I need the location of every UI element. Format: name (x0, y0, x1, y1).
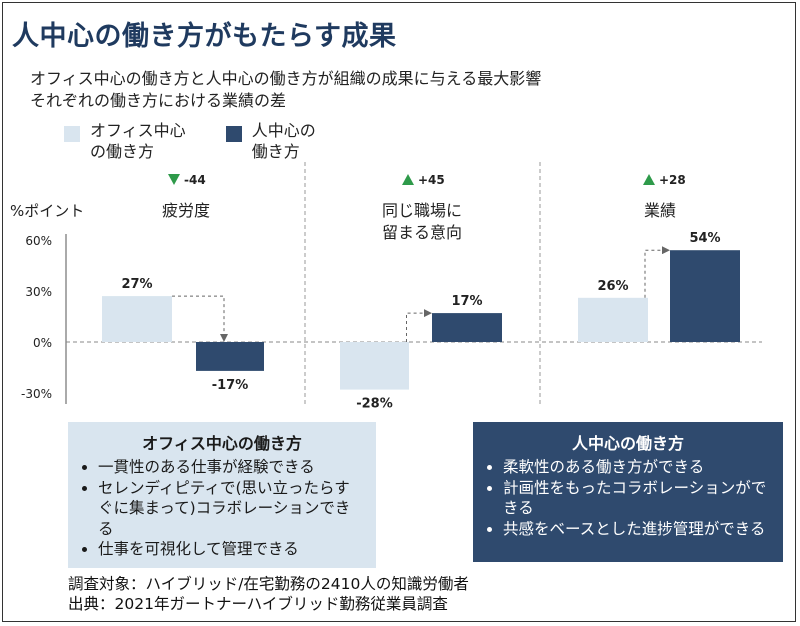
legend-label-human: 人中心の 働き方 (251, 121, 316, 161)
bar-value-label: 17% (451, 294, 482, 309)
bar-value-label: -28% (356, 397, 393, 412)
bar-human (196, 342, 264, 371)
bar-office (578, 297, 648, 342)
y-tick-label: 0% (33, 336, 52, 350)
human-work-box: 人中心の働き方 柔軟性のある働き方ができる 計画性をもったコラボレーションができ… (473, 422, 783, 562)
bar-human (432, 313, 502, 342)
category-label: 業績 (644, 201, 676, 220)
bar-office (340, 342, 409, 390)
delta-label: -44 (184, 173, 206, 187)
subtitle-line-2: それぞれの働き方における業績の差 (30, 91, 287, 110)
connector-arrow (172, 295, 228, 342)
bar-value-label: -17% (212, 378, 249, 393)
footer-notes: 調査対象：ハイブリッド/在宅勤務の2410人の知識労働者 出典：2021年ガート… (68, 574, 469, 614)
list-item: 一貫性のある仕事が経験できる (98, 457, 362, 478)
legend: オフィス中心 の働き方 人中心の 働き方 (64, 120, 316, 162)
category-label: 同じ職場に (382, 201, 462, 220)
delta-up-icon (643, 174, 655, 185)
legend-swatch-human (225, 126, 242, 142)
y-tick-label: 30% (25, 285, 52, 299)
delta-down-icon (168, 174, 180, 185)
bar-office (102, 296, 172, 342)
list-item: 仕事を可視化して管理できる (98, 539, 362, 560)
footer-survey-target: 調査対象：ハイブリッド/在宅勤務の2410人の知識労働者 (68, 575, 469, 593)
bar-human (670, 250, 740, 342)
delta-label: +28 (659, 173, 686, 187)
category-label: 疲労度 (162, 201, 210, 220)
connector-arrow (406, 309, 432, 342)
legend-item-human: 人中心の 働き方 (225, 120, 316, 162)
page-title: 人中心の働き方がもたらす成果 (12, 21, 397, 52)
list-item: 共感をベースとした進捗管理ができる (503, 519, 769, 540)
subtitle: オフィス中心の働き方と人中心の働き方が組織の成果に与える最大影響 それぞれの働き… (30, 68, 541, 112)
human-box-title: 人中心の働き方 (571, 434, 684, 453)
list-item: セレンディピティで(思い立ったらすぐに集まって)コラボレーションできる (98, 478, 362, 540)
y-tick-label: -30% (21, 387, 52, 401)
office-box-title: オフィス中心の働き方 (142, 434, 302, 453)
office-box-list: 一貫性のある仕事が経験できる セレンディピティで(思い立ったらすぐに集まって)コ… (82, 457, 362, 560)
connector-arrow (644, 246, 670, 298)
category-label: 留まる意向 (382, 223, 462, 242)
bar-value-label: 26% (597, 279, 628, 294)
y-tick-label: 60% (25, 234, 52, 248)
delta-up-icon (402, 174, 414, 185)
bar-value-label: 54% (689, 231, 720, 246)
human-box-list: 柔軟性のある働き方ができる 計画性をもったコラボレーションができる 共感をベース… (487, 457, 769, 539)
y-axis-label: %ポイント (10, 202, 84, 220)
delta-label: +45 (418, 173, 445, 187)
subtitle-line-1: オフィス中心の働き方と人中心の働き方が組織の成果に与える最大影響 (30, 69, 542, 88)
office-work-box: オフィス中心の働き方 一貫性のある仕事が経験できる セレンディピティで(思い立っ… (68, 422, 376, 568)
footer-source: 出典：2021年ガートナーハイブリッド勤務従業員調査 (68, 595, 448, 613)
legend-label-office: オフィス中心 の働き方 (90, 121, 186, 161)
list-item: 柔軟性のある働き方ができる (503, 457, 769, 478)
bar-value-label: 27% (121, 277, 152, 292)
legend-swatch-office (64, 126, 80, 142)
list-item: 計画性をもったコラボレーションができる (503, 478, 769, 519)
legend-item-office: オフィス中心 の働き方 (64, 120, 186, 162)
